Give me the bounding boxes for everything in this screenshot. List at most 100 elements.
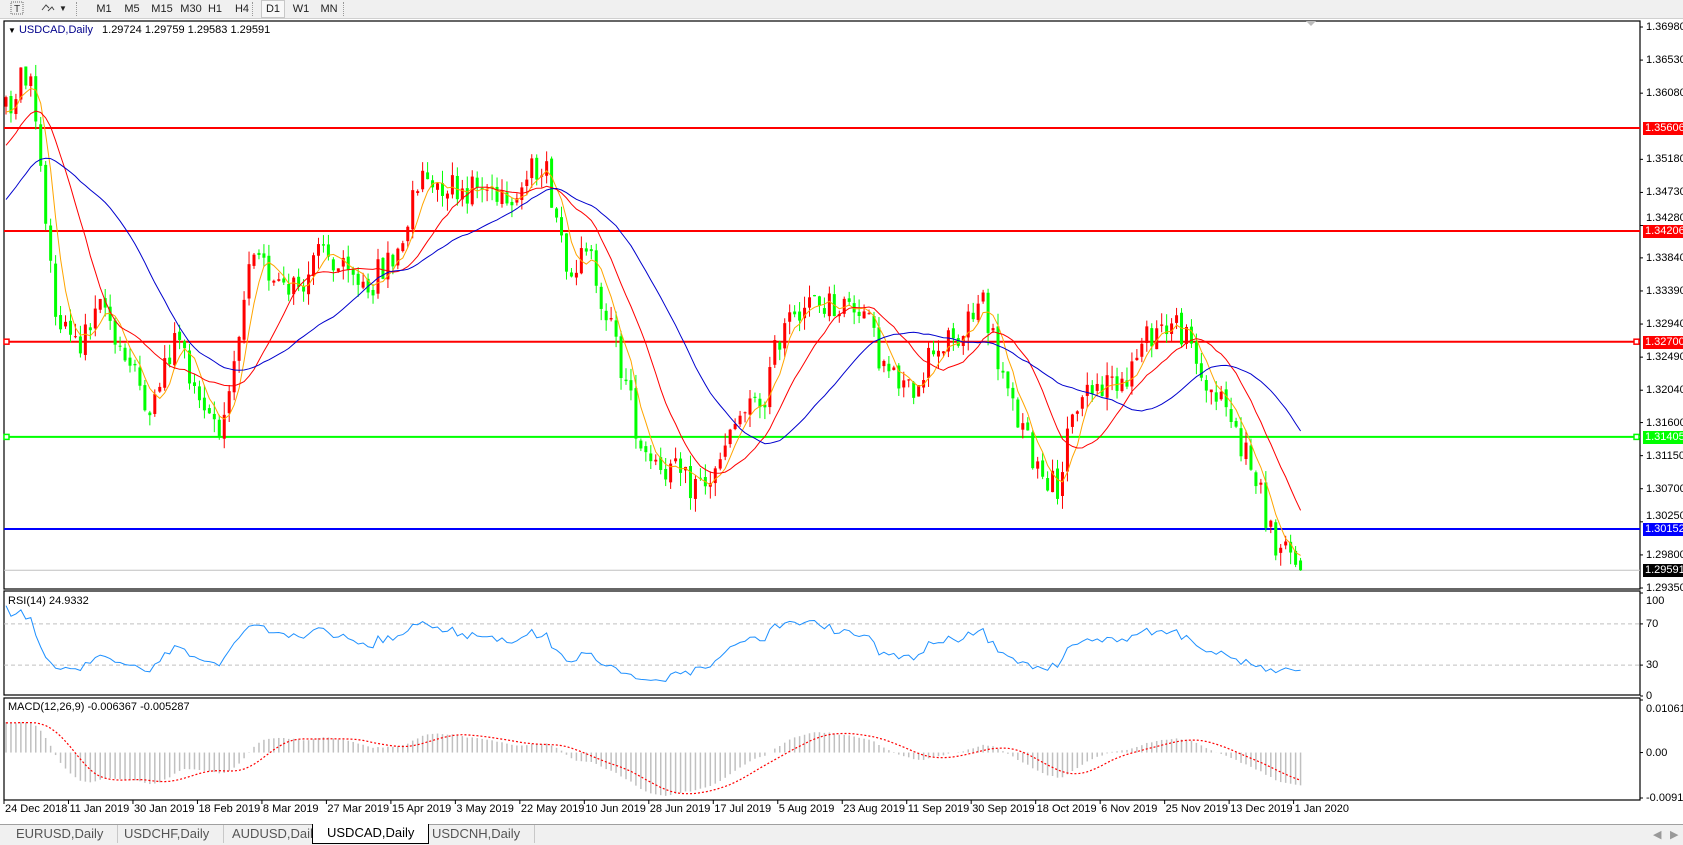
- candle: [411, 190, 415, 230]
- candle: [619, 336, 623, 379]
- candle: [728, 429, 732, 445]
- candle: [371, 289, 375, 296]
- candle: [168, 357, 172, 365]
- candle: [594, 250, 598, 286]
- level-price-tag: 1.30152: [1643, 523, 1683, 537]
- candle: [515, 198, 519, 203]
- chart-header: ▼ USDCAD,Daily 1.29724 1.29759 1.29583 1…: [8, 24, 270, 36]
- candle: [971, 312, 975, 320]
- date-axis-label: 25 Nov 2019: [1165, 803, 1229, 815]
- candle: [842, 298, 846, 314]
- chart-tab-usdchf[interactable]: USDCHF,Daily: [110, 825, 225, 843]
- candle: [19, 67, 23, 100]
- date-axis-label: 6 Nov 2019: [1101, 803, 1158, 815]
- candle: [272, 280, 276, 283]
- candle: [59, 315, 63, 330]
- candle: [996, 326, 1000, 370]
- candle: [326, 244, 330, 257]
- candle: [1080, 397, 1084, 409]
- price-axis-label: 1.30250: [1646, 510, 1683, 523]
- candle: [302, 286, 306, 292]
- chart-tab-eurusd[interactable]: EURUSD,Daily: [2, 825, 119, 843]
- timeframe-w1-button[interactable]: W1: [292, 3, 310, 15]
- candle: [1056, 468, 1060, 499]
- level-price-tag: 1.31405: [1643, 430, 1683, 444]
- candle: [867, 313, 871, 315]
- candle: [917, 385, 921, 397]
- candle: [624, 379, 628, 382]
- timeframe-m30-button[interactable]: M30: [180, 3, 202, 15]
- candle: [465, 188, 469, 204]
- text-tool-icon[interactable]: T: [10, 1, 24, 17]
- candle: [217, 419, 221, 438]
- candle: [252, 254, 256, 266]
- timeframe-h1-button[interactable]: H1: [207, 3, 223, 15]
- candle: [922, 380, 926, 388]
- timeframe-mn-button[interactable]: MN: [320, 3, 338, 15]
- candle: [49, 225, 53, 261]
- date-axis-label: 18 Feb 2019: [198, 803, 261, 815]
- candle: [1051, 470, 1055, 493]
- candle: [39, 124, 43, 166]
- candle: [535, 157, 539, 180]
- rsi-label: RSI(14) 24.9332: [8, 595, 89, 607]
- date-axis-label: 30 Sep 2019: [972, 803, 1035, 815]
- candle: [1155, 328, 1159, 350]
- candle: [183, 341, 187, 349]
- current-price-tag: 1.29591: [1643, 564, 1683, 578]
- scroll-right-icon[interactable]: ▶: [1670, 829, 1679, 841]
- rsi-line: [5, 605, 1301, 682]
- chevron-down-icon[interactable]: ▼: [59, 4, 67, 13]
- candle: [862, 311, 866, 319]
- candle: [1120, 378, 1124, 392]
- candle: [500, 190, 504, 204]
- candle: [912, 382, 916, 398]
- candle: [1011, 387, 1015, 399]
- candle: [1249, 445, 1253, 470]
- candle: [817, 296, 821, 306]
- arrows-tool-icon[interactable]: [40, 1, 56, 17]
- date-axis-label: 17 Jul 2019: [714, 803, 772, 815]
- timeframe-d1-button[interactable]: D1: [261, 0, 285, 18]
- candle: [287, 283, 291, 295]
- candle: [773, 340, 777, 365]
- candle: [659, 457, 663, 470]
- candle: [639, 440, 643, 449]
- collapse-triangle-icon[interactable]: ▼: [8, 26, 16, 35]
- macd-signal-line: [5, 721, 1301, 795]
- macd-label: MACD(12,26,9) -0.006367 -0.005287: [8, 701, 190, 713]
- chart-tab-usdcnh[interactable]: USDCNH,Daily: [418, 825, 536, 843]
- candle: [743, 412, 747, 414]
- candle: [242, 299, 246, 340]
- candle: [455, 175, 459, 200]
- timeframe-m1-button[interactable]: M1: [96, 3, 112, 15]
- candle: [808, 297, 812, 308]
- candle: [312, 255, 316, 277]
- level-price-tag: 1.35606: [1643, 122, 1683, 136]
- timeframe-h4-button[interactable]: H4: [234, 3, 250, 15]
- macd-axis-label: 0.010615: [1646, 703, 1683, 715]
- candle: [490, 187, 494, 189]
- candle: [158, 386, 162, 392]
- chart-tab-usdcad[interactable]: USDCAD,Daily: [312, 824, 430, 844]
- timeframe-m15-button[interactable]: M15: [151, 3, 173, 15]
- candle: [4, 97, 8, 107]
- candle: [1125, 380, 1129, 387]
- candle: [564, 233, 568, 272]
- candle: [574, 272, 578, 278]
- candle: [1075, 411, 1079, 414]
- candle: [634, 388, 638, 439]
- candle: [257, 252, 261, 256]
- candle: [966, 311, 970, 338]
- candle: [1279, 547, 1283, 553]
- candle: [351, 268, 355, 275]
- date-axis-label: 23 Aug 2019: [843, 803, 906, 815]
- scroll-left-icon[interactable]: ◀: [1653, 829, 1662, 841]
- price-axis-label: 1.29350: [1646, 582, 1683, 594]
- candle: [1294, 550, 1298, 565]
- date-axis-label: 15 Apr 2019: [391, 803, 452, 815]
- timeframe-m5-button[interactable]: M5: [124, 3, 140, 15]
- candle: [872, 316, 876, 328]
- price-axis-label: 1.34730: [1646, 186, 1683, 199]
